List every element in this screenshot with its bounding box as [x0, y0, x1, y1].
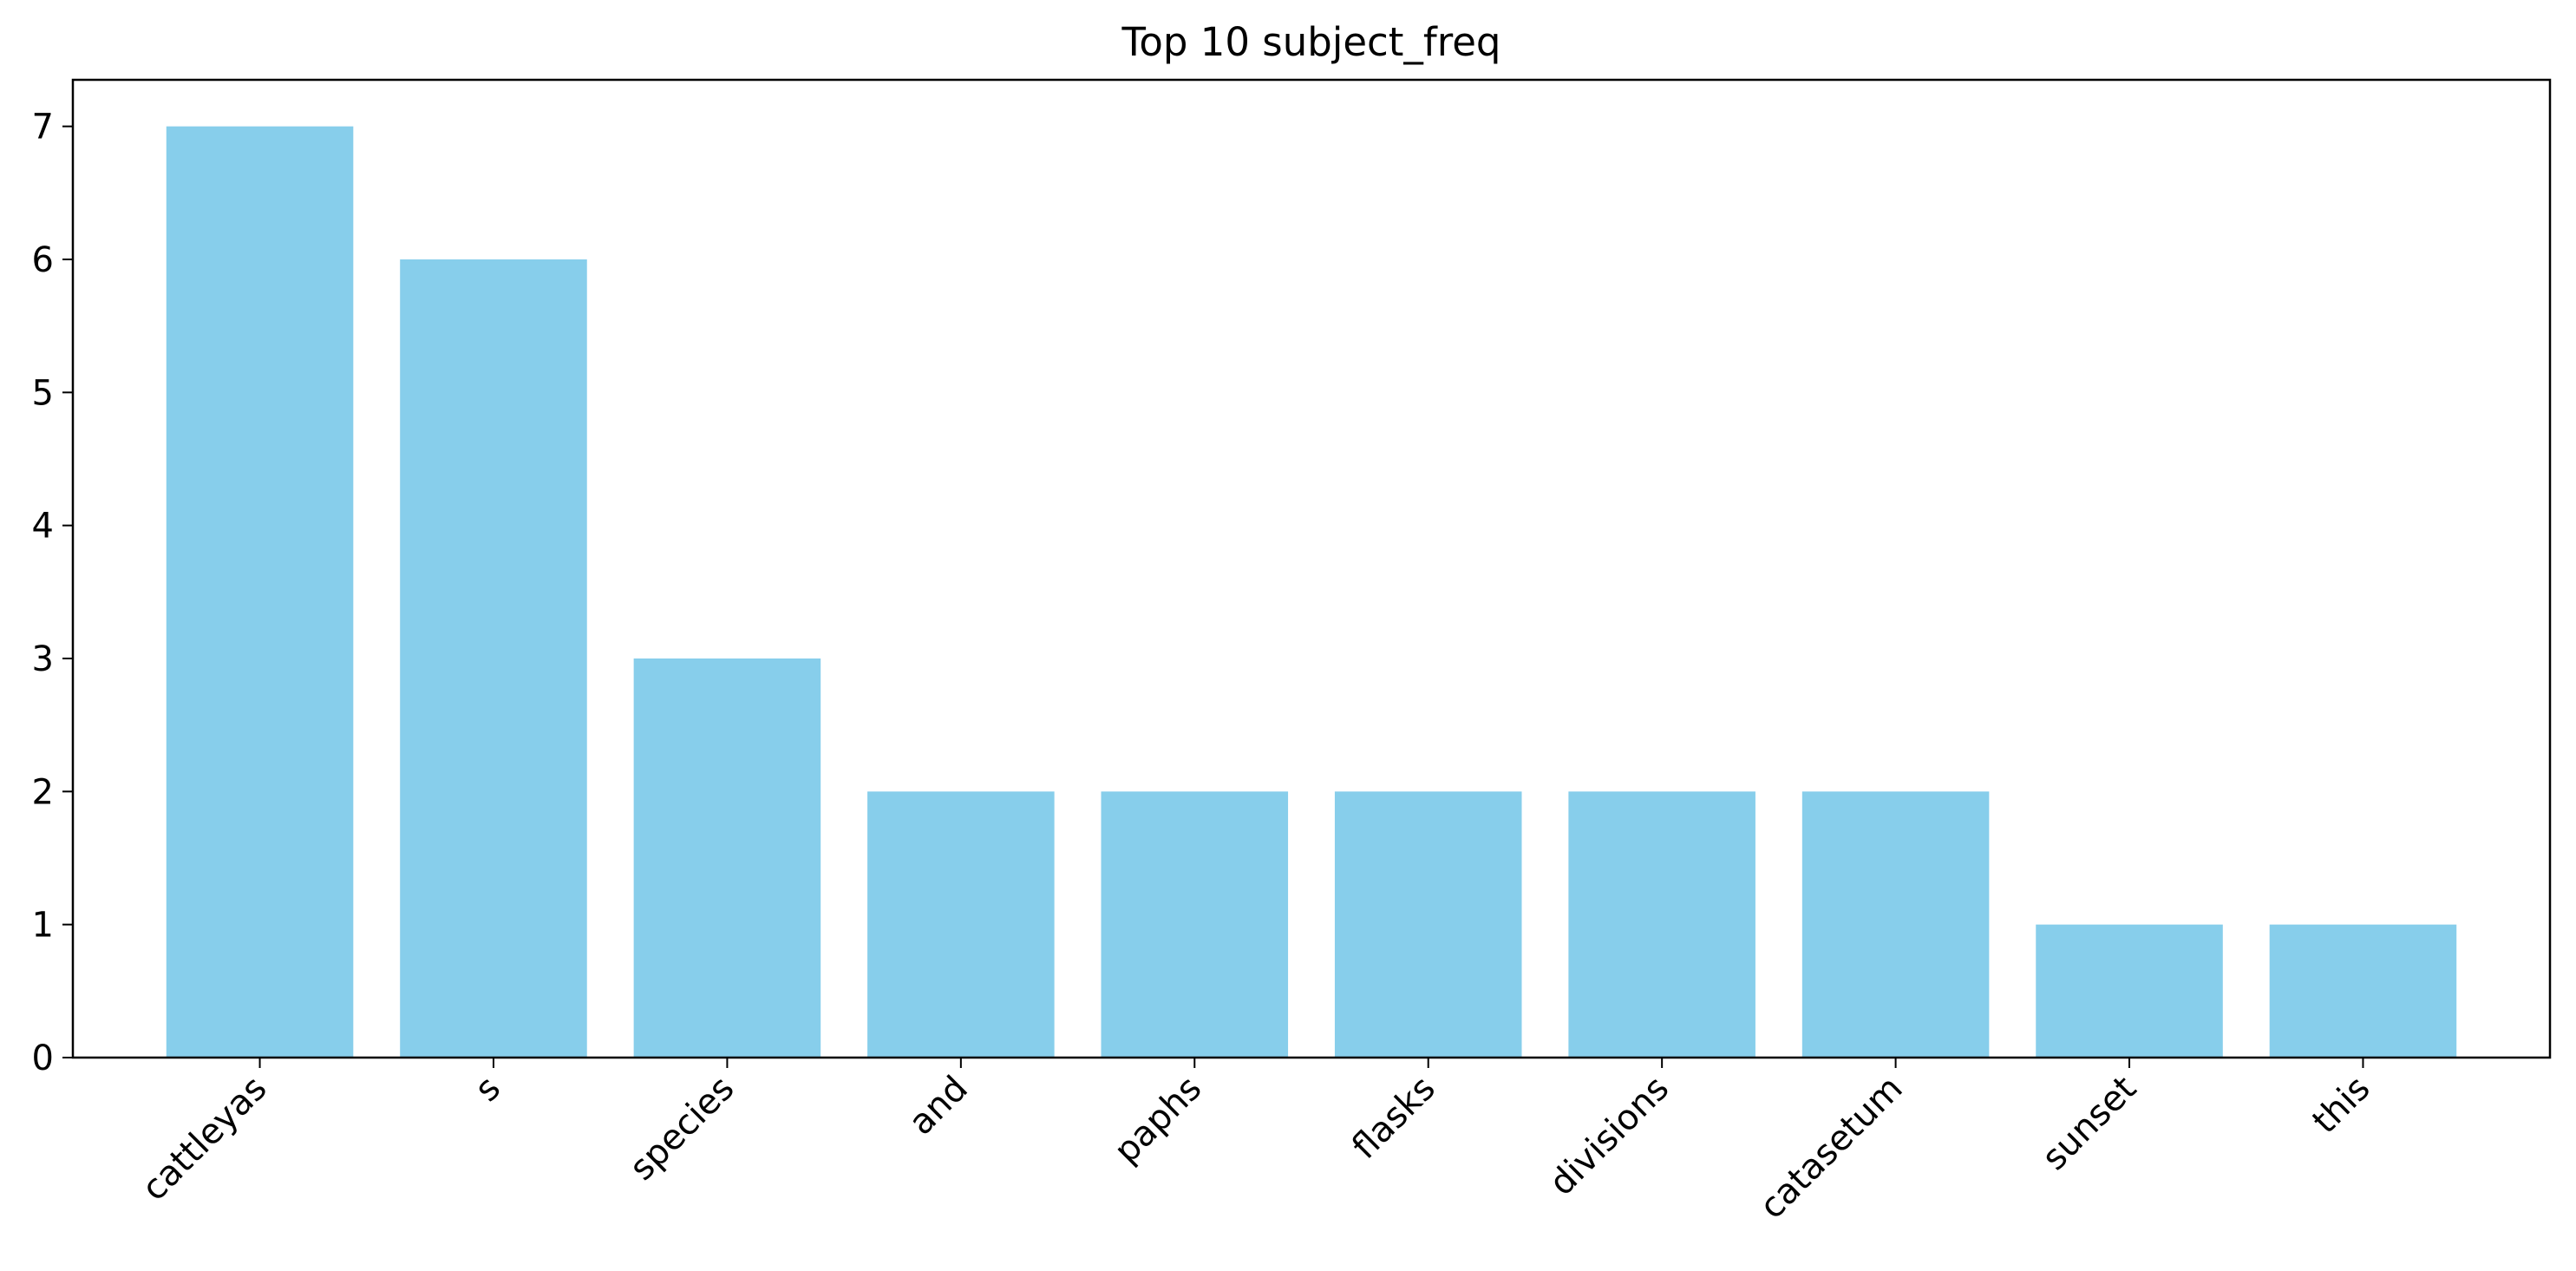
bar-flasks — [1334, 791, 1522, 1058]
x-tick-label: s — [467, 1069, 508, 1110]
x-tick-label: this — [2305, 1069, 2377, 1142]
y-tick-label: 3 — [32, 639, 54, 679]
bar-this — [2269, 924, 2457, 1058]
y-tick-label: 1 — [32, 906, 54, 946]
bar-s — [400, 259, 587, 1058]
plot-area-frame — [71, 78, 2552, 1059]
x-tick-label: paphs — [1107, 1069, 1209, 1171]
x-tick-label: catasetum — [1752, 1069, 1911, 1228]
y-tick-label: 2 — [32, 772, 54, 812]
x-tick-label: sunset — [2035, 1069, 2144, 1178]
x-tick-label: divisions — [1542, 1069, 1677, 1203]
y-tick-label: 5 — [32, 373, 54, 413]
chart-title: Top 10 subject_freq — [1121, 19, 1500, 65]
x-tick-label: cattleyas — [134, 1069, 275, 1209]
bar-catasetum — [1801, 791, 1990, 1058]
bar-species — [633, 658, 821, 1058]
x-tick-label: flasks — [1344, 1069, 1443, 1168]
bar-cattleyas — [166, 126, 354, 1058]
y-tick-label: 7 — [32, 108, 54, 147]
y-tick-label: 0 — [32, 1038, 54, 1078]
x-axis-ticks: cattleyas s species and paphs flasks divisions… — [134, 1058, 2378, 1227]
bar-paphs — [1101, 791, 1289, 1058]
bars-group — [166, 126, 2457, 1058]
x-tick-label: and — [901, 1069, 976, 1143]
bar-sunset — [2036, 924, 2223, 1058]
x-tick-label: species — [622, 1069, 742, 1189]
y-axis-ticks: 0 1 2 3 4 5 6 7 — [32, 108, 73, 1078]
bar-divisions — [1568, 791, 1755, 1058]
bar-and — [867, 791, 1055, 1058]
y-tick-label: 6 — [32, 240, 54, 280]
y-tick-label: 4 — [32, 507, 54, 547]
